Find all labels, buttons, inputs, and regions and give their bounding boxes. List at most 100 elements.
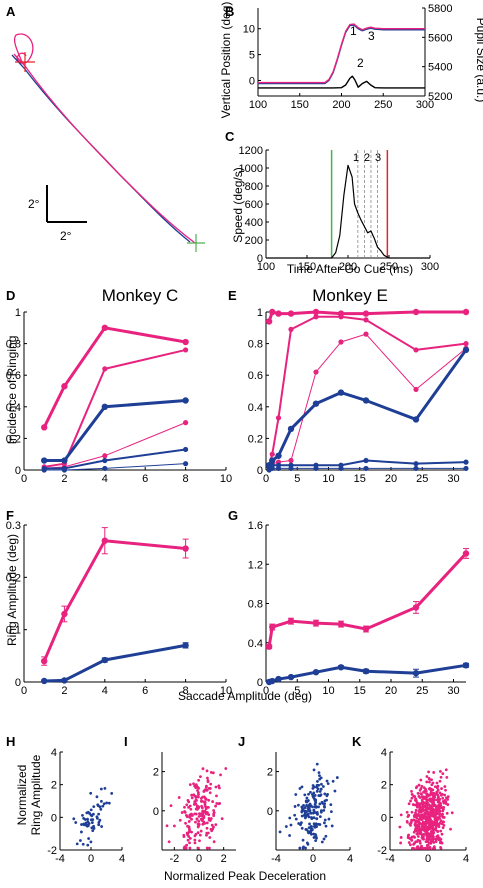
scatter-point <box>416 824 420 828</box>
scatter-point <box>206 831 210 835</box>
data-point <box>265 643 273 650</box>
scatter-point <box>433 798 437 802</box>
data-point <box>183 420 189 426</box>
panel-b-annot-1: 1 <box>350 24 357 38</box>
scatter-point <box>81 842 85 846</box>
scatter-point <box>326 782 330 786</box>
scatter-point <box>92 824 95 828</box>
x-tick-label: 4 <box>347 853 353 865</box>
scatter-point <box>208 787 212 790</box>
scatter-point <box>436 793 440 797</box>
scatter-point <box>432 771 436 774</box>
trajectory-magenta <box>13 53 196 244</box>
x-tick-label: -2 <box>169 853 179 865</box>
data-point <box>183 347 189 353</box>
scatter-point <box>90 821 94 824</box>
scatter-point <box>307 807 311 810</box>
scatter-point <box>423 815 427 819</box>
y-tick-label: 0 <box>15 677 21 689</box>
scatter-point <box>308 809 312 813</box>
scatter-point <box>415 832 419 836</box>
scatter-point <box>206 776 209 780</box>
scatter-point <box>405 810 409 814</box>
scatter-point <box>204 805 207 809</box>
scatter-point <box>323 792 327 796</box>
scatter-point <box>398 825 402 829</box>
scatter-point <box>308 802 312 806</box>
scatter-point <box>438 841 442 845</box>
scatter-point <box>95 815 99 819</box>
scatter-point <box>430 799 434 803</box>
y-tick-label: 0.2 <box>6 433 21 445</box>
data-point <box>102 457 108 464</box>
scatter-point <box>107 801 111 805</box>
scatter-point <box>311 786 315 790</box>
scatter-point <box>319 787 323 791</box>
scatter-point <box>193 841 197 845</box>
y-tick-label: 0.6 <box>248 370 263 382</box>
scatter-point <box>442 820 445 824</box>
scatter-point <box>100 825 104 828</box>
scatter-point <box>442 806 446 809</box>
x-tick-label: 200 <box>339 261 357 273</box>
scatter-point <box>192 782 195 786</box>
scatter-point <box>198 839 201 843</box>
x-tick-label: 15 <box>354 685 366 697</box>
scatter-point <box>413 841 417 845</box>
x-tick-label: 25 <box>416 473 428 485</box>
scatter-point <box>444 768 448 772</box>
data-point <box>101 656 109 664</box>
panel-h-label: H <box>6 734 15 749</box>
scatter-point <box>418 816 422 819</box>
scatter-point <box>419 787 423 790</box>
data-point <box>275 452 282 459</box>
y-tick-label: 1000 <box>239 163 263 175</box>
scatter-point <box>91 829 95 832</box>
scatter-point <box>101 804 105 808</box>
scatter-point <box>200 819 204 822</box>
scatter-point <box>205 769 209 773</box>
data-point <box>462 550 470 557</box>
scatter-point <box>427 770 430 774</box>
x-tick-label: 10 <box>322 473 334 485</box>
data-point <box>362 668 370 675</box>
scatter-point <box>75 842 79 846</box>
scatter-point <box>199 829 203 833</box>
scatter-point <box>410 790 413 793</box>
scatter-point <box>429 791 433 795</box>
scatter-point <box>426 843 430 847</box>
scatter-point <box>317 794 321 797</box>
scatter-point <box>311 784 315 787</box>
scatter-point <box>202 790 206 793</box>
scatter-point <box>434 811 438 815</box>
y-tick-label: 200 <box>245 235 263 247</box>
y-tick-label: 0 <box>257 465 263 477</box>
scatter-point <box>440 792 444 796</box>
y-tick-label: 0 <box>267 806 273 818</box>
x-tick-label: 8 <box>183 685 189 697</box>
scatter-point <box>172 824 176 828</box>
x-tick-label: 0 <box>21 473 27 485</box>
scatter-point <box>312 768 316 772</box>
x-tick-label: 25 <box>416 685 428 697</box>
scatter-point <box>321 785 325 788</box>
scatter-point <box>330 824 334 828</box>
scatter-point <box>218 786 221 790</box>
scatter-point <box>416 791 420 795</box>
scatter-point <box>319 810 323 814</box>
scatter-point <box>410 838 414 842</box>
y-tick-label: 400 <box>245 217 263 229</box>
scatter-point <box>419 792 423 796</box>
scatter-point <box>193 800 197 804</box>
scatter-point <box>431 830 435 834</box>
scatter-point <box>423 801 426 805</box>
scatter-point <box>205 810 209 814</box>
scatter-point <box>324 834 328 838</box>
scatter-point <box>439 829 443 833</box>
scatter-point <box>313 802 317 806</box>
scatter-point <box>289 823 293 827</box>
data-point <box>288 326 294 332</box>
scatter-point <box>207 817 211 820</box>
scatter-point <box>203 803 207 806</box>
scatter-point <box>310 832 313 836</box>
